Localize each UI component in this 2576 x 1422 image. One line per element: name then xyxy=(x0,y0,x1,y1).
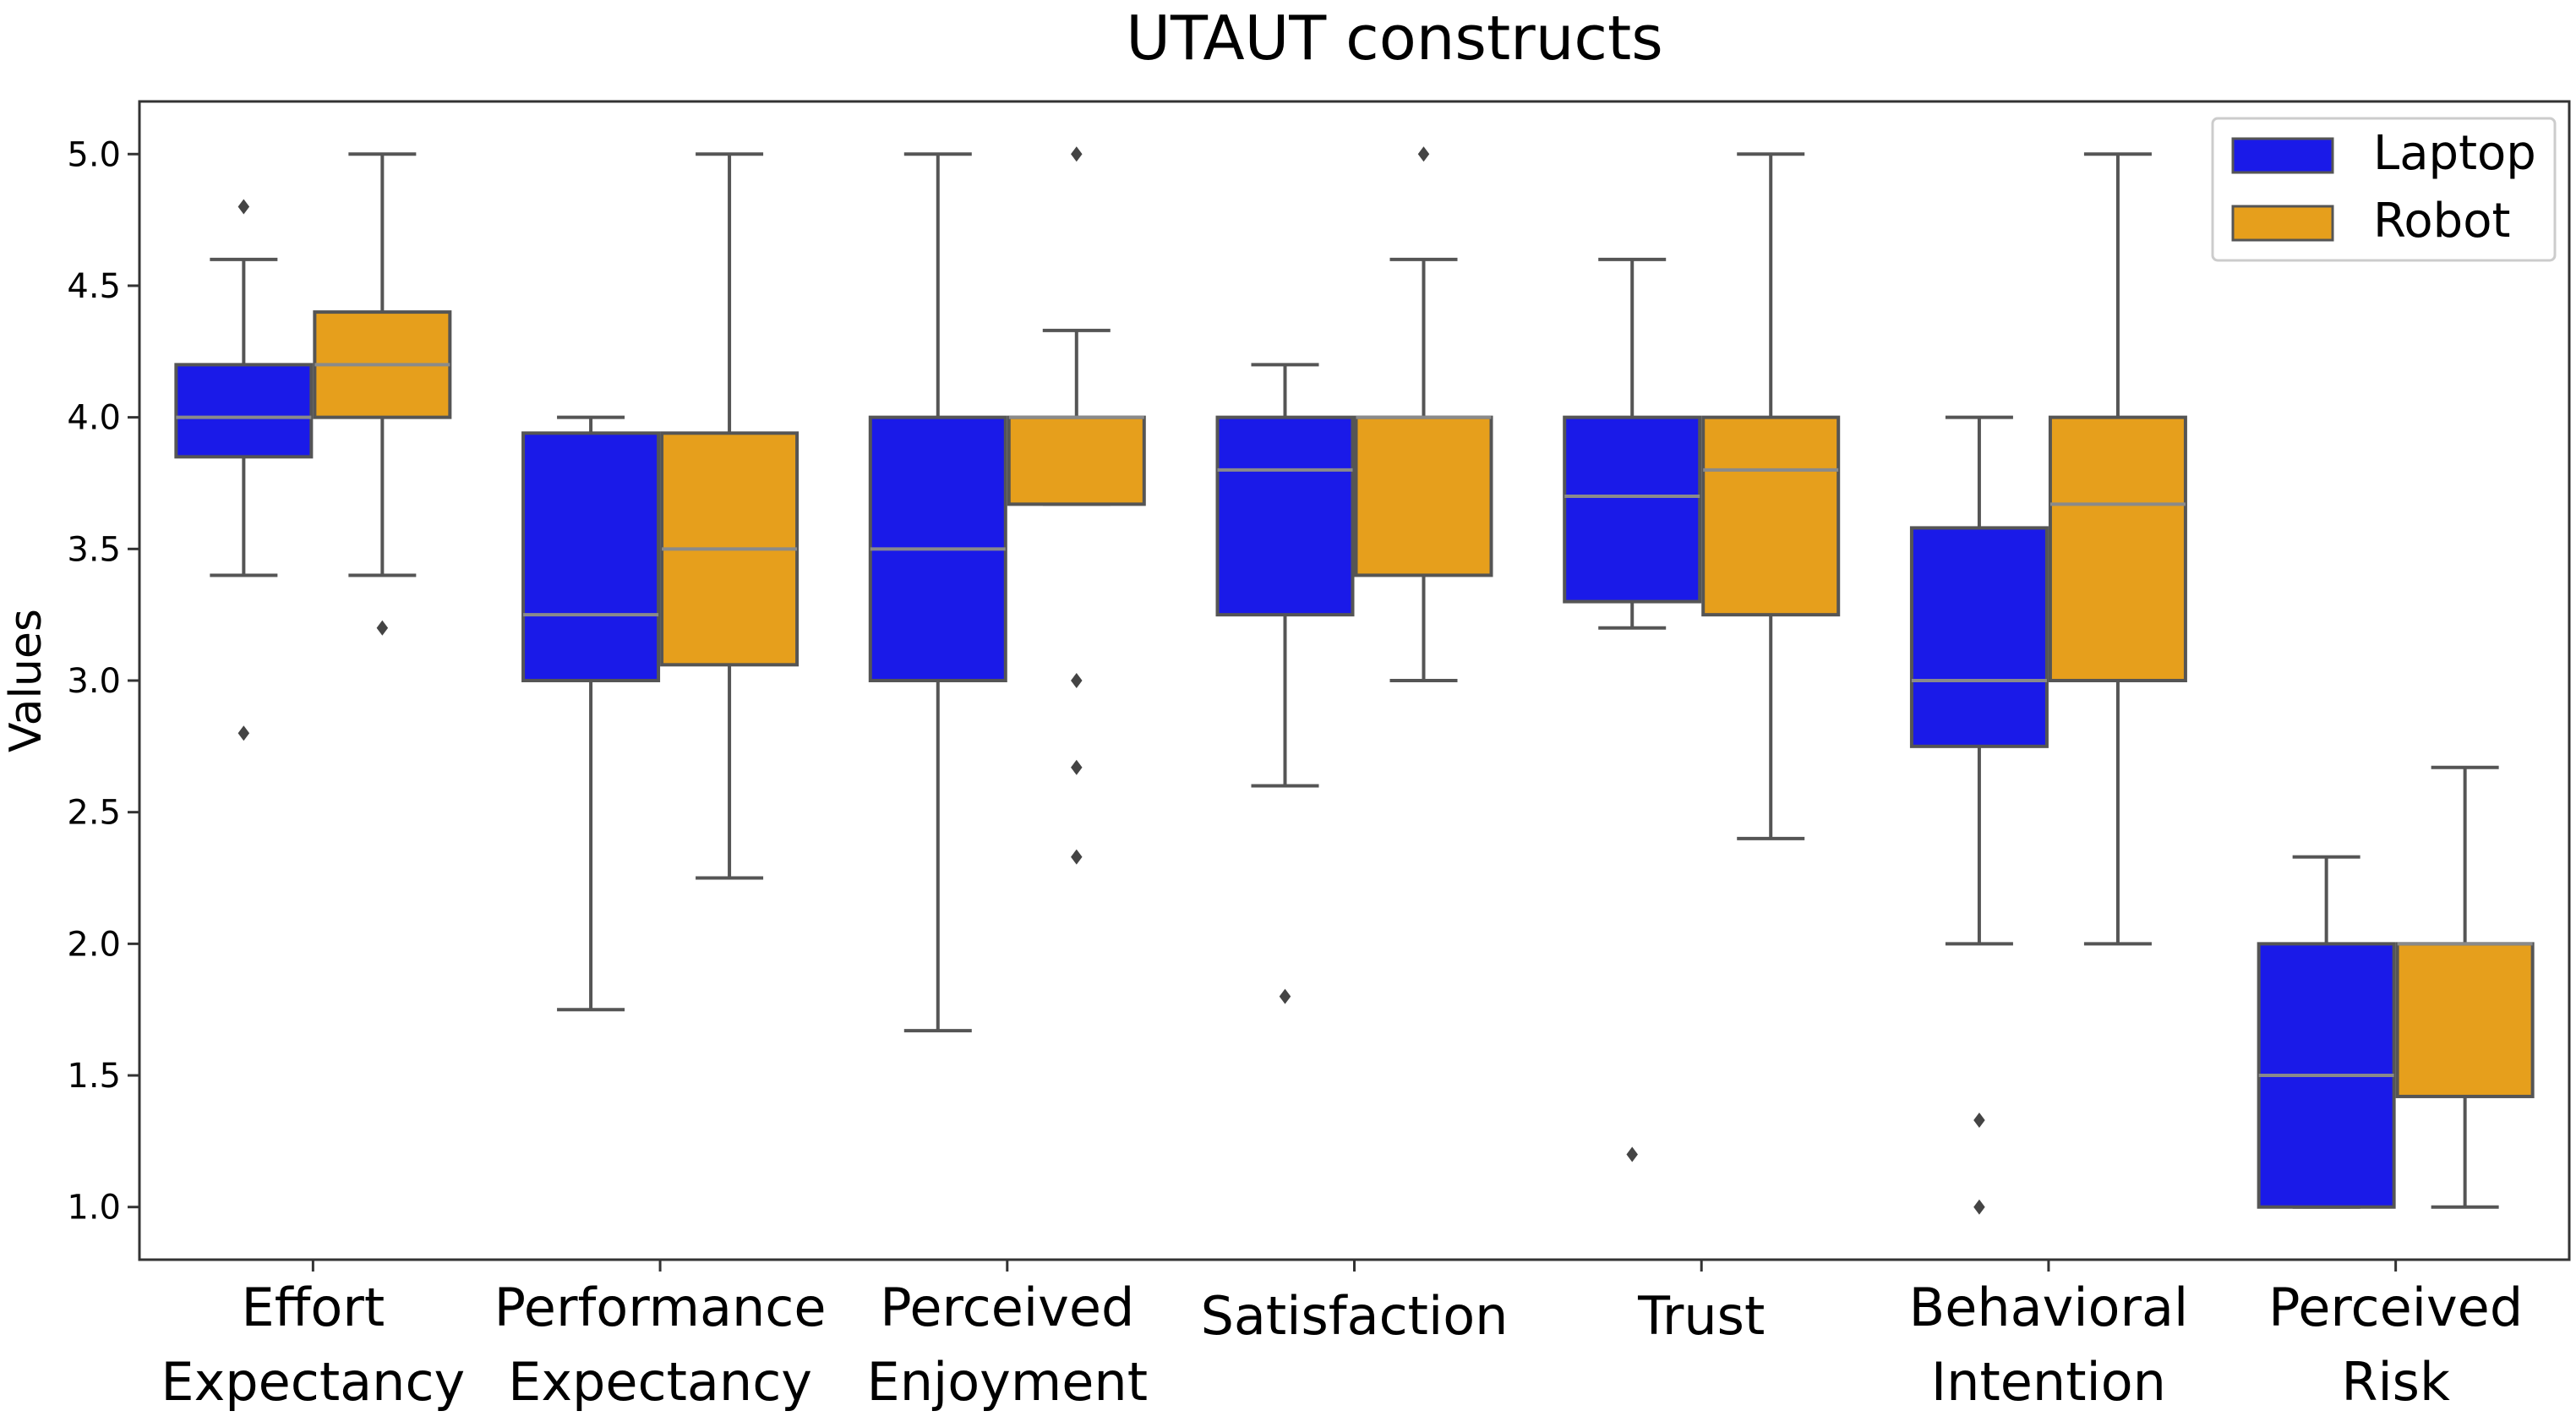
x-tick-label: Performance xyxy=(494,1277,827,1338)
x-tick-label: Behavioral xyxy=(1909,1277,2189,1338)
box-laptop-2 xyxy=(868,152,1007,1033)
outlier-point xyxy=(1071,849,1083,865)
outlier-point xyxy=(1626,1146,1638,1162)
box-laptop-6 xyxy=(2257,855,2396,1209)
iqr-box xyxy=(1563,415,1702,604)
legend: Laptop Robot xyxy=(2211,117,2557,262)
y-tick-label: 2.0 xyxy=(67,925,121,964)
y-tick-label: 3.5 xyxy=(67,530,121,569)
outlier-point xyxy=(376,620,389,636)
outlier-point xyxy=(237,199,250,215)
box-robot-6 xyxy=(2395,765,2535,1209)
legend-swatch-laptop xyxy=(2231,137,2334,174)
legend-label-robot: Robot xyxy=(2373,194,2510,249)
box-laptop-5 xyxy=(1909,415,2049,1215)
outlier-point xyxy=(1973,1112,1985,1128)
box-laptop-4 xyxy=(1563,257,1702,1162)
x-tick-label: Trust xyxy=(1637,1285,1765,1347)
legend-swatch-robot xyxy=(2231,205,2334,242)
x-tick-label: Intention xyxy=(1931,1351,2166,1413)
box-laptop-1 xyxy=(521,415,661,1012)
y-tick-label: 3.0 xyxy=(67,662,121,701)
iqr-box xyxy=(2395,942,2535,1098)
outlier-point xyxy=(1279,988,1291,1004)
x-tick-label: Effort xyxy=(242,1277,385,1338)
iqr-box xyxy=(1909,526,2049,748)
outlier-point xyxy=(1071,759,1083,775)
legend-label-laptop: Laptop xyxy=(2373,126,2536,181)
x-tick-label: Expectancy xyxy=(508,1351,812,1413)
plot-area: 1.0 1.5 2.0 2.5 3.0 3.5 4.0 4.5 5.0 Effort Expecta… xyxy=(67,135,2535,1413)
iqr-box xyxy=(521,431,661,682)
x-tick-label: Expectancy xyxy=(161,1351,465,1413)
outlier-point xyxy=(1417,146,1430,162)
x-tick-label: Perceived xyxy=(2268,1277,2523,1338)
box-robot-0 xyxy=(313,152,452,636)
iqr-box xyxy=(1215,415,1355,617)
x-tick-label: Enjoyment xyxy=(867,1351,1148,1413)
box-laptop-3 xyxy=(1215,363,1355,1004)
y-tick-label: 1.5 xyxy=(67,1057,121,1096)
iqr-box xyxy=(174,363,314,459)
box-laptop-0 xyxy=(174,199,314,741)
y-tick-label: 5.0 xyxy=(67,135,121,174)
iqr-box xyxy=(2048,415,2187,682)
x-tick-label: Satisfaction xyxy=(1201,1285,1509,1347)
iqr-box xyxy=(1354,415,1493,577)
box-robot-2 xyxy=(1007,146,1146,865)
y-tick-label: 1.0 xyxy=(67,1189,121,1228)
box-robot-3 xyxy=(1354,146,1493,682)
chart-title: UTAUT constructs xyxy=(1126,3,1662,74)
outlier-point xyxy=(237,725,250,741)
y-tick-label: 4.5 xyxy=(67,267,121,306)
x-tick-label: Perceived xyxy=(880,1277,1134,1338)
y-tick-label: 2.5 xyxy=(67,794,121,833)
y-tick-label: 4.0 xyxy=(67,399,121,438)
plot-frame xyxy=(138,100,2571,1261)
box-robot-1 xyxy=(660,152,800,880)
box-robot-4 xyxy=(1701,152,1841,840)
outlier-point xyxy=(1973,1199,1985,1215)
iqr-box xyxy=(1007,415,1146,506)
iqr-box xyxy=(1701,415,1841,617)
y-axis-label: Values xyxy=(1,609,52,752)
outlier-point xyxy=(1071,673,1083,688)
box-robot-5 xyxy=(2048,152,2187,946)
outlier-point xyxy=(1071,146,1083,162)
x-tick-label: Risk xyxy=(2341,1351,2450,1413)
